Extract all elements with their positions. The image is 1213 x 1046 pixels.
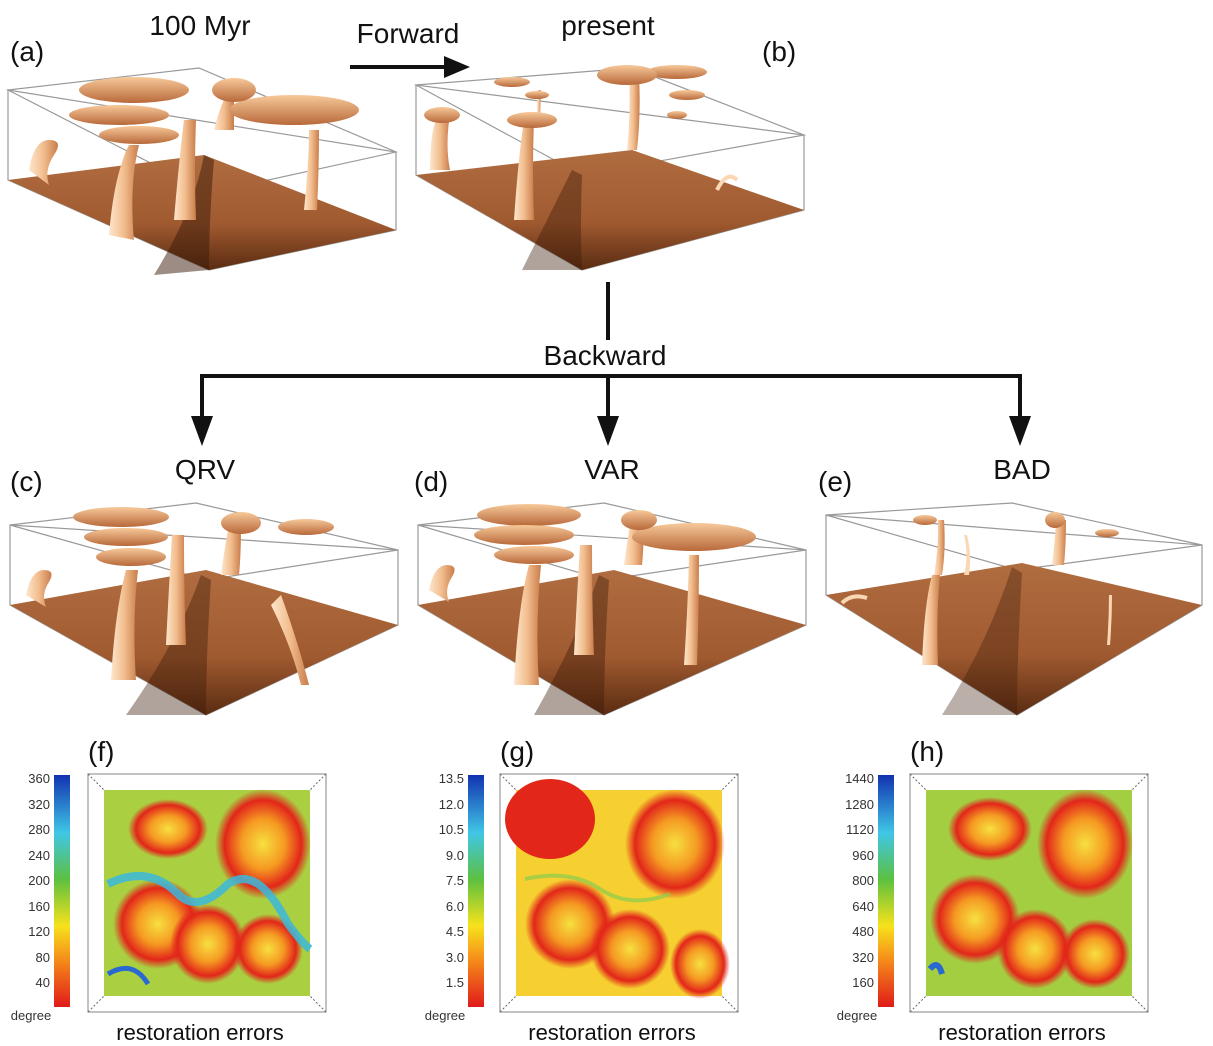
panel-title-a: 100 Myr	[149, 10, 251, 41]
colorbar-g-tick: 1.5	[445, 975, 464, 990]
colorbar-h-tick: 320	[852, 949, 874, 965]
colorbar-g	[468, 775, 484, 1007]
panel-d-render	[417, 502, 807, 716]
backward-arrow-tree	[191, 282, 1031, 446]
colorbar-f-tick: 200	[28, 873, 50, 888]
caption-f: restoration errors	[116, 1020, 284, 1045]
colorbar-f-tick: 280	[28, 822, 50, 837]
colorbar-f-tick: 120	[28, 924, 50, 939]
backward-label: Backward	[539, 342, 671, 370]
colorbar-f	[54, 775, 70, 1007]
colorbar-h-tick: 640	[852, 898, 874, 914]
colorbar-h	[878, 775, 894, 1007]
colorbar-g-tick: 12.0	[438, 796, 464, 812]
colorbar-g-tick: 7.5	[445, 873, 464, 888]
colorbar-h-tick: 480	[852, 924, 874, 939]
panel-label-e: (e)	[818, 466, 853, 497]
error-map-f	[87, 773, 327, 1013]
colorbar-h-tick: 1280	[845, 796, 874, 812]
forward-label: Forward	[356, 18, 460, 49]
colorbar-g-tick: 9.0	[445, 847, 464, 863]
colorbar-g-tick: 3.0	[445, 949, 464, 965]
forward-arrow	[350, 56, 470, 78]
error-map-g	[499, 773, 739, 1013]
colorbar-h-tick: 1120	[846, 822, 874, 837]
panel-label-d: (d)	[414, 466, 449, 497]
colorbar-h-tick: 960	[852, 847, 874, 863]
panel-label-c: (c)	[10, 466, 43, 497]
colorbar-g-tick: 6.0	[445, 898, 464, 914]
panel-label-g: (g)	[500, 736, 535, 767]
colorbar-f-tick: 40	[35, 975, 50, 990]
colorbar-h-tick: 1440	[845, 771, 874, 786]
colorbar-f-unit: degree	[10, 1008, 52, 1023]
panel-label-a: (a)	[10, 36, 45, 67]
colorbar-h-unit: degree	[836, 1008, 878, 1023]
colorbar-h-tick: 800	[852, 873, 874, 888]
caption-h: restoration errors	[938, 1020, 1106, 1045]
colorbar-g-tick: 13.5	[438, 771, 464, 786]
colorbar-f-tick: 360	[28, 771, 50, 786]
panel-label-h: (h)	[910, 736, 945, 767]
panel-title-e: BAD	[993, 454, 1051, 485]
caption-g: restoration errors	[528, 1020, 696, 1045]
colorbar-f-tick: 320	[28, 796, 50, 812]
colorbar-f-tick: 80	[35, 949, 50, 965]
panel-b-render	[413, 65, 807, 271]
panel-c-render	[9, 502, 399, 716]
colorbar-g-unit: degree	[424, 1008, 466, 1023]
panel-label-b: (b)	[762, 36, 797, 67]
colorbar-g-tick: 10.5	[438, 822, 464, 837]
panel-title-c: QRV	[174, 454, 236, 485]
colorbar-f-tick: 240	[28, 847, 50, 863]
panel-title-d: VAR	[584, 454, 640, 485]
error-map-h	[909, 773, 1149, 1013]
colorbar-h-tick: 160	[852, 975, 874, 990]
panel-label-f: (f)	[88, 736, 115, 767]
panel-title-b: present	[561, 10, 655, 41]
colorbar-g-tick: 4.5	[445, 924, 464, 939]
panel-e-render	[825, 502, 1203, 716]
colorbar-f-tick: 160	[28, 898, 50, 914]
panel-a-render	[5, 67, 398, 275]
